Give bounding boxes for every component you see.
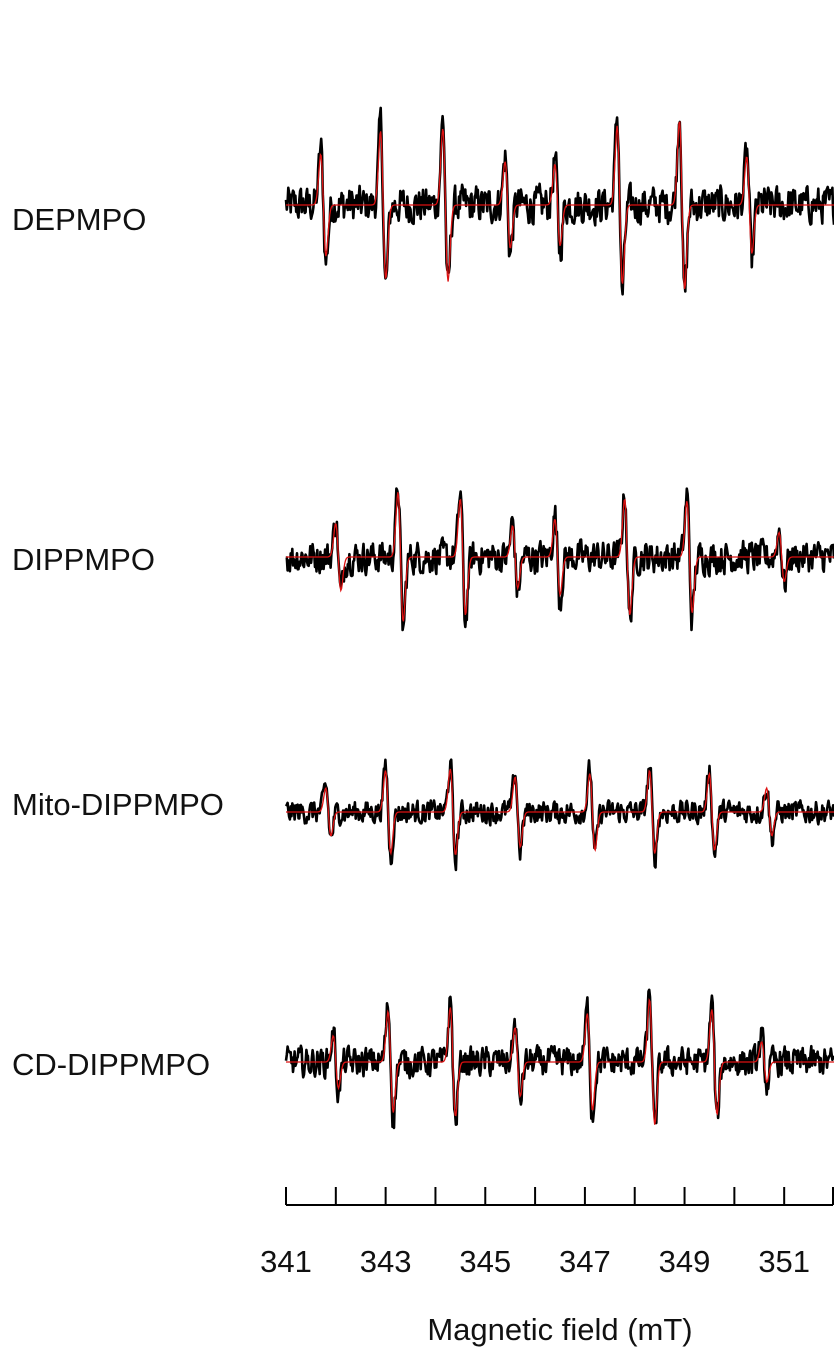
x-axis: 341 343 345 347 349 351 [260, 1187, 834, 1279]
spectrum-panel: DIPPMPO [12, 487, 834, 632]
spectrum-label: DEPMPO [12, 202, 146, 237]
x-tick-label: 347 [559, 1244, 611, 1279]
simulated-spectrum-line [286, 997, 834, 1125]
x-axis-title: Magnetic field (mT) [427, 1312, 692, 1347]
experimental-spectrum-line [285, 487, 834, 632]
spectrum-label: CD-DIPPMPO [12, 1047, 210, 1082]
spectrum-panel: Mito-DIPPMPO [12, 758, 834, 872]
simulated-spectrum-line [286, 492, 834, 622]
x-tick-label: 343 [360, 1244, 412, 1279]
x-axis-ticks [285, 1187, 834, 1205]
spectra-panels: DEPMPO DIPPMPO Mito-DIPPMPO CD-DIPPMPO [12, 106, 834, 1130]
simulated-spectrum-line [286, 768, 834, 856]
x-tick-label: 349 [659, 1244, 711, 1279]
x-tick-label: 351 [758, 1244, 810, 1279]
x-tick-label: 345 [459, 1244, 511, 1279]
x-tick-label: 341 [260, 1244, 312, 1279]
experimental-spectrum-line [284, 758, 834, 872]
x-axis-tick-labels: 341 343 345 347 349 351 [260, 1244, 810, 1279]
spectrum-label: DIPPMPO [12, 542, 155, 577]
experimental-spectrum-line [284, 988, 834, 1130]
simulated-spectrum-line [286, 120, 834, 289]
spectrum-label: Mito-DIPPMPO [12, 787, 224, 822]
spectrum-panel: DEPMPO [12, 106, 834, 296]
experimental-spectrum-line [284, 106, 834, 296]
spectrum-panel: CD-DIPPMPO [12, 988, 834, 1130]
